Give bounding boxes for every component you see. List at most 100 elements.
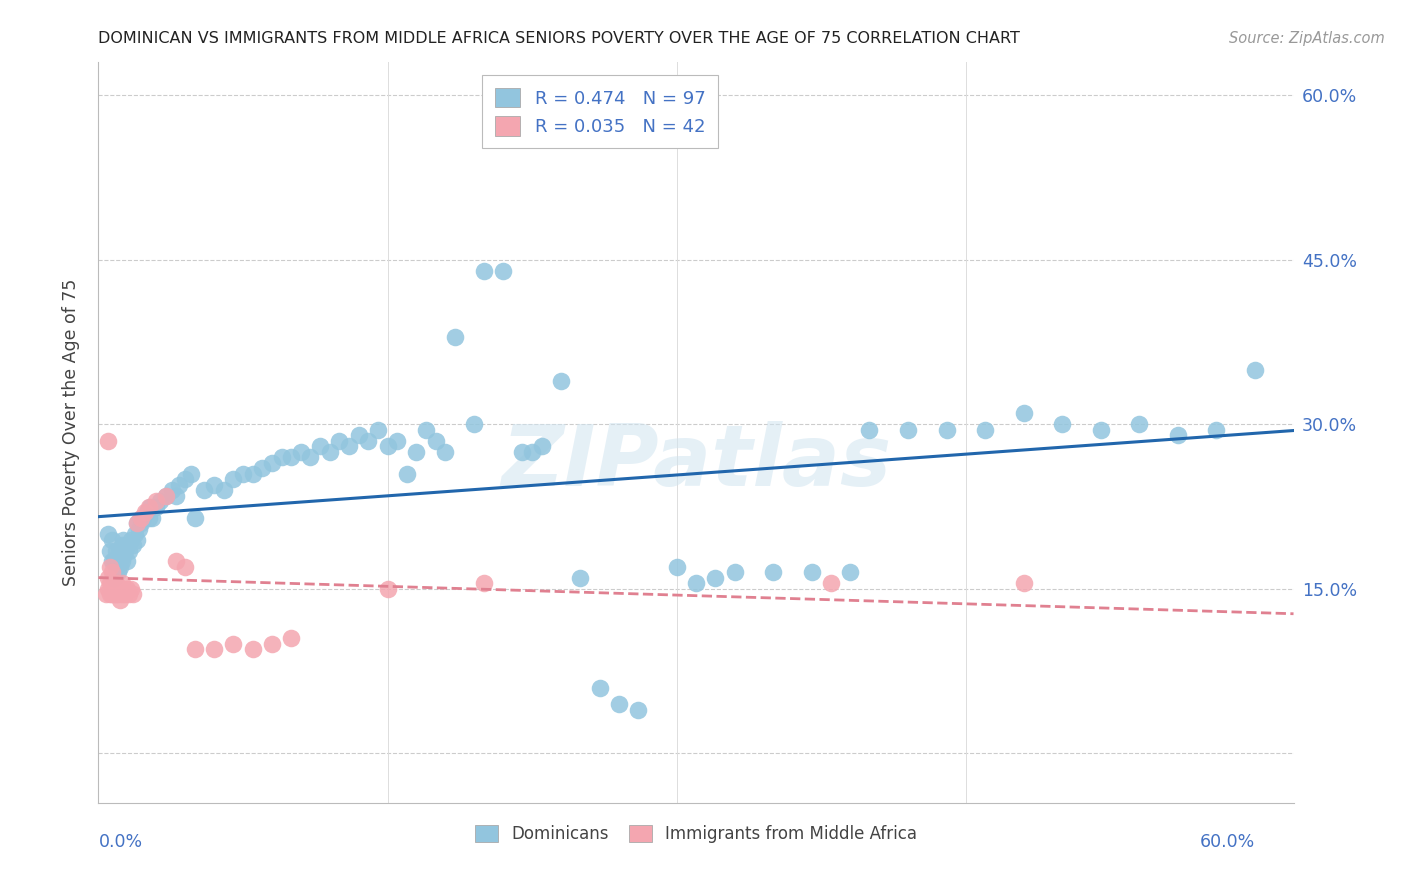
Point bbox=[299, 450, 322, 465]
Point bbox=[117, 582, 139, 596]
Point bbox=[180, 467, 202, 481]
Point bbox=[120, 533, 142, 547]
Point bbox=[155, 489, 177, 503]
Point bbox=[104, 560, 127, 574]
Text: 60.0%: 60.0% bbox=[1199, 833, 1256, 851]
Point bbox=[762, 566, 785, 580]
Point bbox=[104, 587, 127, 601]
Text: 0.0%: 0.0% bbox=[98, 833, 142, 851]
Point bbox=[114, 543, 136, 558]
Point bbox=[839, 566, 862, 580]
Point bbox=[270, 450, 292, 465]
Point bbox=[138, 510, 160, 524]
Point bbox=[463, 417, 485, 432]
Point bbox=[222, 472, 245, 486]
Point bbox=[193, 483, 215, 498]
Point bbox=[1012, 406, 1035, 420]
Point bbox=[820, 576, 842, 591]
Point bbox=[94, 587, 117, 601]
Point bbox=[139, 500, 162, 514]
Point bbox=[319, 445, 342, 459]
Point bbox=[129, 516, 152, 530]
Point bbox=[97, 527, 120, 541]
Point bbox=[627, 702, 650, 716]
Point bbox=[98, 543, 121, 558]
Point bbox=[395, 467, 418, 481]
Point bbox=[174, 560, 197, 574]
Point bbox=[569, 571, 592, 585]
Point bbox=[1205, 423, 1227, 437]
Point bbox=[132, 510, 155, 524]
Point bbox=[125, 516, 148, 530]
Point bbox=[1128, 417, 1150, 432]
Point bbox=[520, 445, 543, 459]
Text: Source: ZipAtlas.com: Source: ZipAtlas.com bbox=[1229, 31, 1385, 46]
Point bbox=[280, 632, 302, 646]
Point bbox=[118, 587, 141, 601]
Y-axis label: Seniors Poverty Over the Age of 75: Seniors Poverty Over the Age of 75 bbox=[62, 279, 80, 586]
Point bbox=[202, 642, 225, 657]
Point bbox=[97, 434, 120, 448]
Point bbox=[512, 445, 534, 459]
Point bbox=[107, 549, 129, 563]
Point bbox=[232, 467, 254, 481]
Point bbox=[212, 483, 235, 498]
Point bbox=[108, 593, 131, 607]
Point bbox=[309, 439, 332, 453]
Legend: Dominicans, Immigrants from Middle Africa: Dominicans, Immigrants from Middle Afric… bbox=[468, 819, 924, 850]
Point bbox=[165, 554, 187, 568]
Point bbox=[107, 566, 129, 580]
Point bbox=[103, 554, 125, 568]
Point bbox=[135, 505, 157, 519]
Point bbox=[723, 566, 745, 580]
Point bbox=[122, 538, 145, 552]
Point bbox=[103, 576, 125, 591]
Point bbox=[357, 434, 380, 448]
Point bbox=[425, 434, 447, 448]
Point bbox=[114, 587, 136, 601]
Point bbox=[367, 423, 389, 437]
Point bbox=[174, 472, 197, 486]
Point bbox=[472, 264, 495, 278]
Point bbox=[112, 533, 135, 547]
Point bbox=[149, 494, 172, 508]
Point bbox=[472, 576, 495, 591]
Point bbox=[858, 423, 880, 437]
Point bbox=[120, 582, 142, 596]
Point bbox=[385, 434, 409, 448]
Point bbox=[444, 329, 467, 343]
Point bbox=[98, 560, 121, 574]
Point bbox=[328, 434, 350, 448]
Point bbox=[184, 642, 207, 657]
Point bbox=[118, 543, 141, 558]
Point bbox=[434, 445, 457, 459]
Point bbox=[101, 554, 124, 568]
Point bbox=[97, 571, 120, 585]
Point bbox=[128, 522, 150, 536]
Point bbox=[97, 582, 120, 596]
Point bbox=[108, 560, 131, 574]
Point bbox=[280, 450, 302, 465]
Point bbox=[104, 543, 127, 558]
Point bbox=[252, 461, 274, 475]
Point bbox=[101, 533, 124, 547]
Point bbox=[202, 477, 225, 491]
Point bbox=[117, 538, 139, 552]
Point bbox=[1090, 423, 1112, 437]
Point bbox=[530, 439, 553, 453]
Point bbox=[129, 510, 152, 524]
Point bbox=[101, 576, 124, 591]
Point bbox=[492, 264, 515, 278]
Point bbox=[897, 423, 920, 437]
Point bbox=[98, 576, 121, 591]
Point bbox=[110, 587, 132, 601]
Point bbox=[260, 637, 283, 651]
Point bbox=[1244, 362, 1267, 376]
Point bbox=[101, 587, 124, 601]
Point bbox=[110, 576, 132, 591]
Point bbox=[141, 510, 163, 524]
Point bbox=[103, 587, 125, 601]
Point bbox=[405, 445, 427, 459]
Point bbox=[290, 445, 312, 459]
Point bbox=[107, 582, 129, 596]
